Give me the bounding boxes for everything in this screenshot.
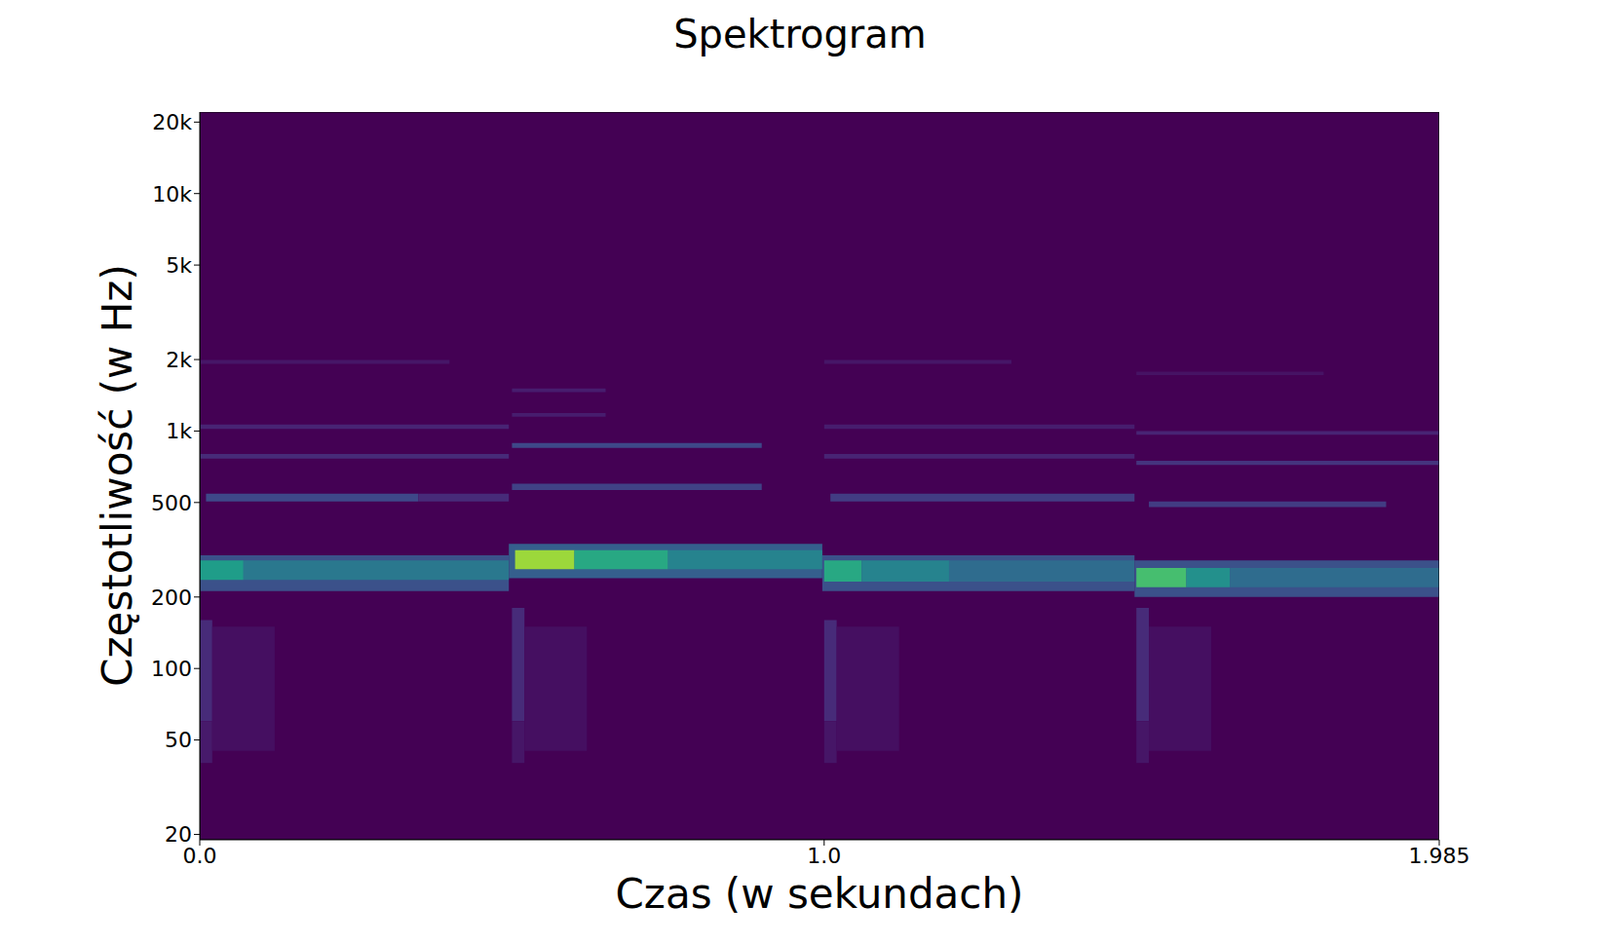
svg-text:1k: 1k <box>165 419 192 444</box>
html-text:Czas (w sekundach): Czas (w sekundach) <box>615 870 1024 918</box>
svg-text:50: 50 <box>164 727 192 753</box>
svg-text:100: 100 <box>151 656 192 682</box>
svg-text:20k: 20k <box>152 110 192 135</box>
svg-text:5k: 5k <box>165 253 192 278</box>
svg-text:500: 500 <box>151 491 192 516</box>
svg-text:0.0: 0.0 <box>182 843 217 868</box>
html-text:Spektrogram: Spektrogram <box>673 11 927 57</box>
svg-text:1.0: 1.0 <box>806 843 841 869</box>
svg-text:1.985: 1.985 <box>1409 843 1471 869</box>
html-text:Częstotliwość (w Hz): Częstotliwość (w Hz) <box>93 264 141 687</box>
svg-text:200: 200 <box>151 585 192 610</box>
svg-text:20: 20 <box>164 822 192 847</box>
svg-text:2k: 2k <box>165 347 192 373</box>
svg-text:10k: 10k <box>152 182 192 207</box>
